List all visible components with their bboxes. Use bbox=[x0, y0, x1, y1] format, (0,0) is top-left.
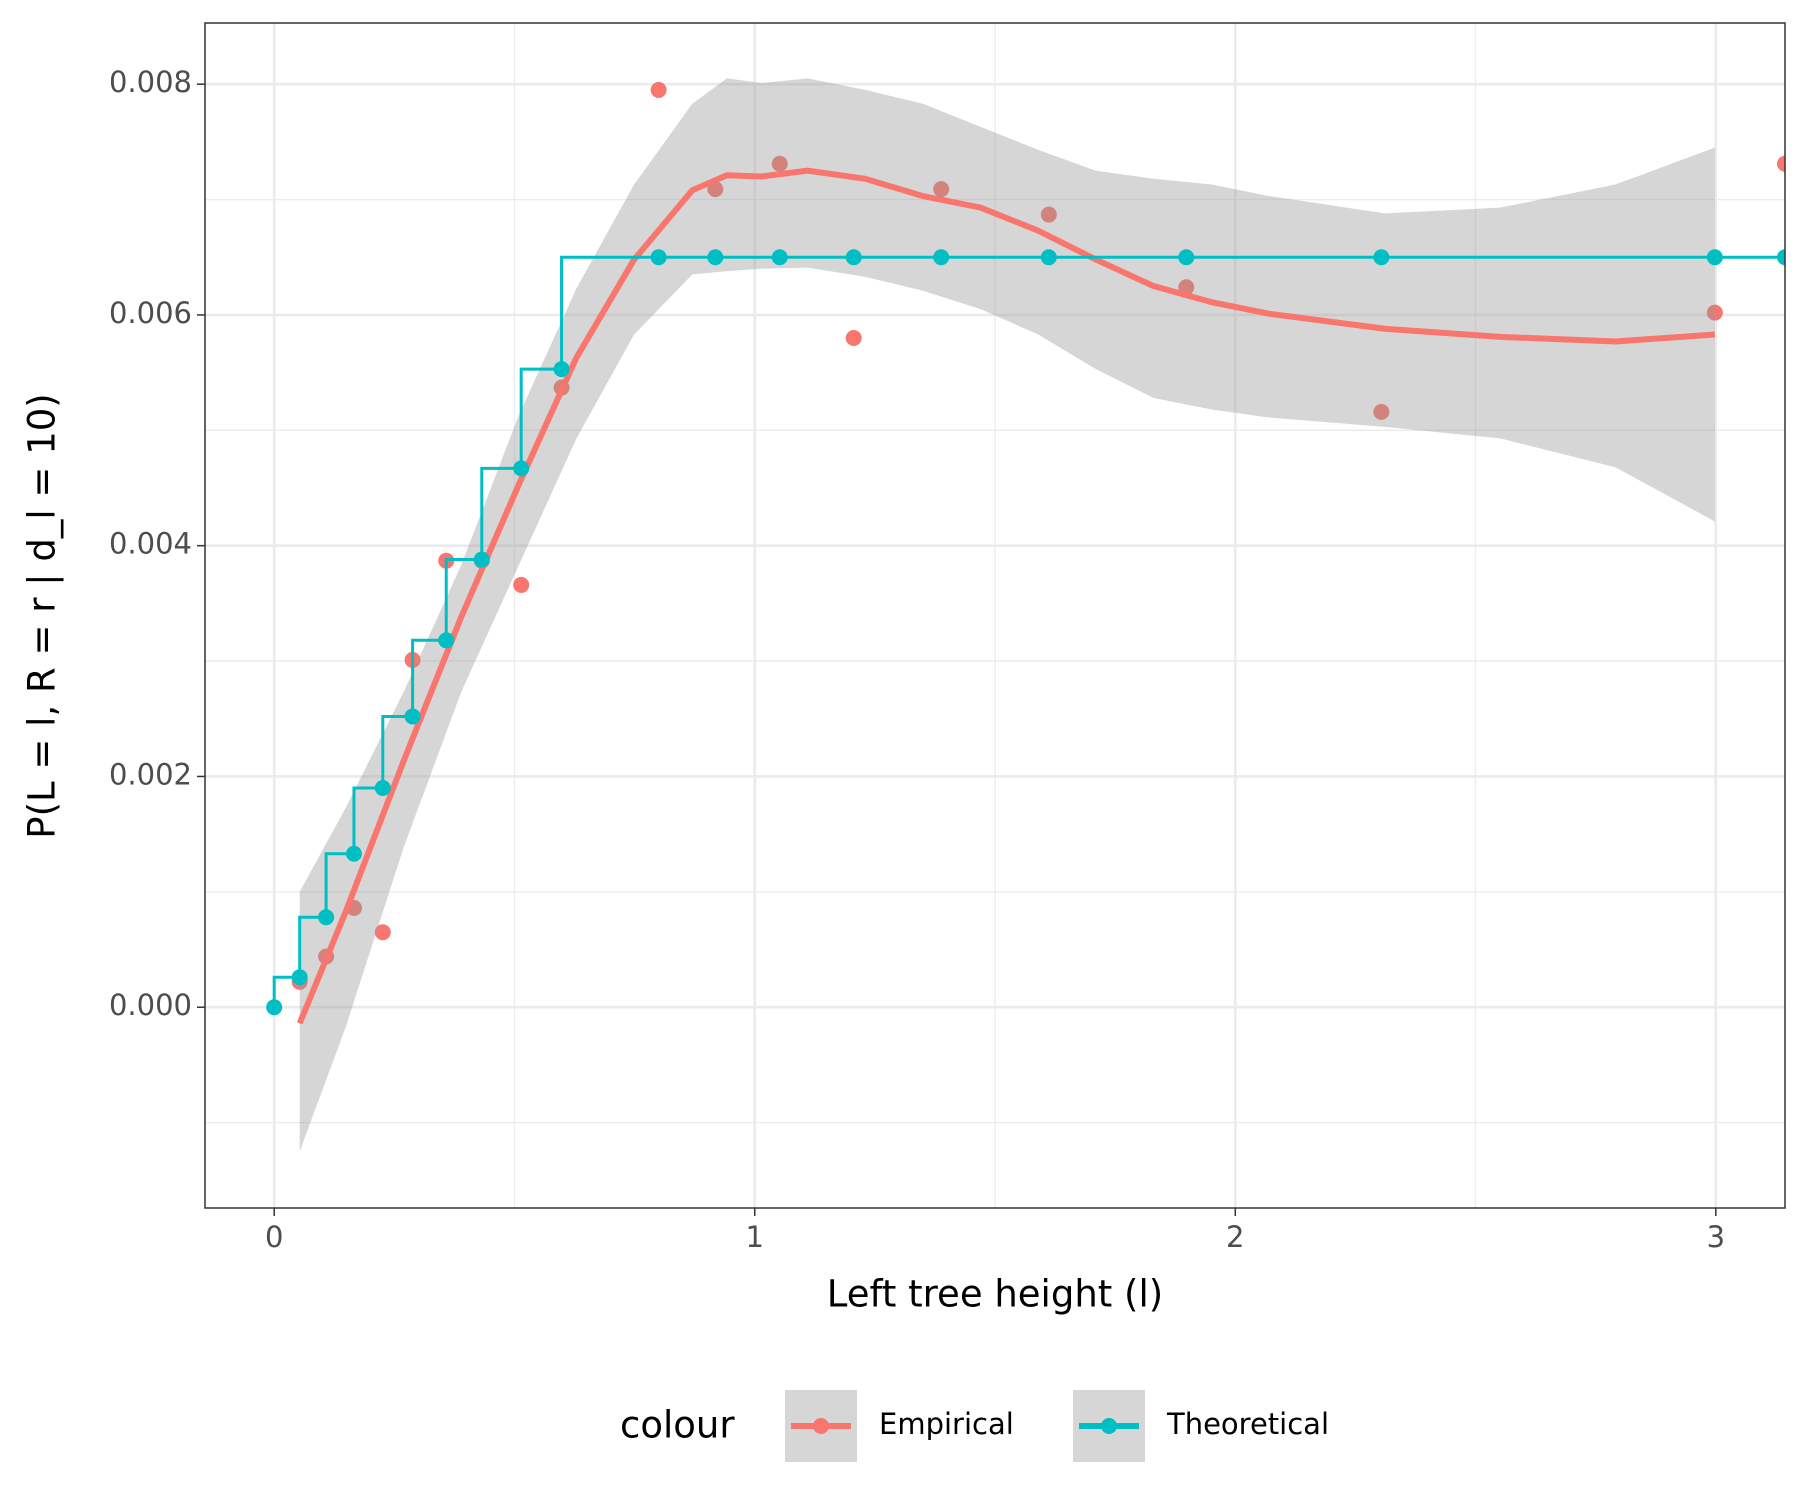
legend-label: Empirical bbox=[879, 1407, 1014, 1441]
empirical-point bbox=[374, 924, 391, 941]
empirical-point bbox=[1706, 304, 1723, 321]
legend: colour Empirical Theoretical bbox=[620, 1390, 1329, 1462]
empirical-point bbox=[1777, 155, 1785, 172]
empirical-point bbox=[1040, 206, 1057, 223]
legend-key-point bbox=[1101, 1418, 1117, 1434]
y-tick-label: 0.004 bbox=[109, 527, 192, 561]
theoretical-point bbox=[707, 249, 724, 266]
theoretical-point bbox=[404, 708, 421, 725]
theoretical-point bbox=[650, 249, 667, 266]
theoretical-point bbox=[513, 460, 530, 477]
theoretical-point bbox=[1178, 249, 1195, 266]
theoretical-point bbox=[771, 249, 788, 266]
smooth-line bbox=[296, 167, 1716, 1025]
theoretical-point bbox=[473, 551, 490, 568]
theoretical-point bbox=[1777, 249, 1785, 266]
theoretical-point bbox=[845, 249, 862, 266]
x-tick-label: 2 bbox=[1226, 1220, 1244, 1254]
theoretical-point bbox=[345, 845, 362, 862]
theoretical-point bbox=[1040, 249, 1057, 266]
empirical-point bbox=[845, 330, 862, 346]
axes: 0 1 2 3 0.000 0.002 0.004 0.006 0.008 bbox=[109, 65, 1725, 1254]
y-tick-label: 0.006 bbox=[109, 296, 192, 330]
theoretical-point bbox=[374, 780, 391, 796]
legend-label: Theoretical bbox=[1166, 1407, 1329, 1441]
x-tick-label: 1 bbox=[746, 1220, 764, 1254]
y-axis-title: P(L = l, R = r | d_l = 10) bbox=[21, 393, 64, 838]
empirical-point bbox=[933, 181, 950, 198]
theoretical-step-line bbox=[272, 255, 1785, 1008]
confidence-ribbon bbox=[299, 78, 1715, 1152]
legend-title: colour bbox=[620, 1404, 735, 1447]
x-tick-label: 0 bbox=[265, 1220, 283, 1254]
y-tick-label: 0.002 bbox=[109, 757, 192, 791]
y-tick-label: 0.008 bbox=[109, 65, 192, 99]
empirical-point bbox=[650, 81, 667, 98]
theoretical-point bbox=[933, 249, 950, 266]
grid bbox=[205, 23, 1785, 1208]
empirical-point bbox=[771, 155, 788, 172]
legend-key-point bbox=[813, 1418, 829, 1434]
theoretical-point bbox=[438, 632, 455, 649]
empirical-point bbox=[513, 576, 530, 593]
empirical-point bbox=[1373, 403, 1390, 420]
theoretical-point bbox=[1706, 249, 1723, 266]
x-tick-label: 3 bbox=[1707, 1220, 1725, 1254]
theoretical-point bbox=[1373, 249, 1390, 266]
theoretical-point bbox=[266, 999, 283, 1016]
plot-area bbox=[266, 78, 1785, 1152]
theoretical-point bbox=[553, 361, 570, 378]
theoretical-point bbox=[291, 969, 308, 986]
panel-border bbox=[204, 22, 1786, 1209]
x-axis-title: Left tree height (l) bbox=[827, 1273, 1163, 1316]
theoretical-point bbox=[318, 909, 335, 926]
y-tick-label: 0.000 bbox=[109, 988, 192, 1022]
